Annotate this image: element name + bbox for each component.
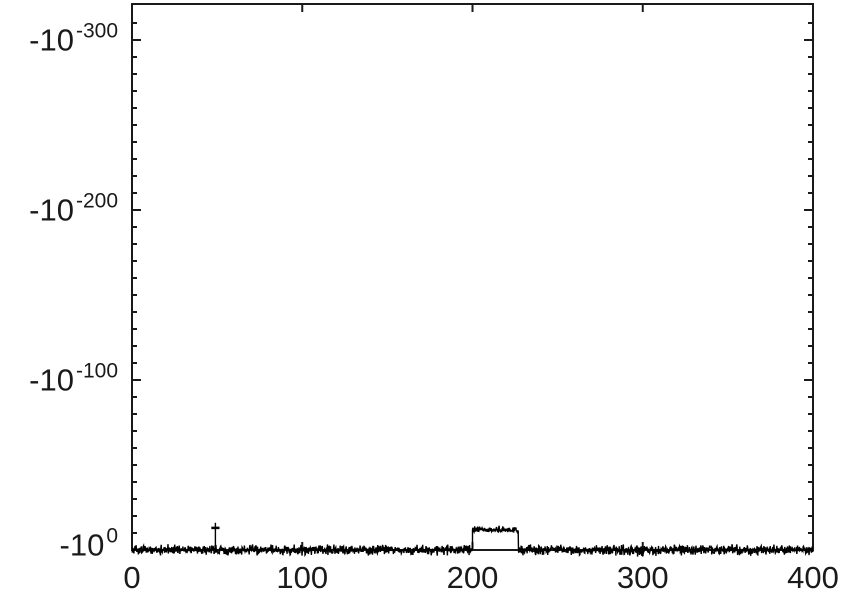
y-tick-mantissa: -10 bbox=[29, 22, 74, 58]
y-tick-mantissa: -10 bbox=[29, 362, 74, 398]
data-line bbox=[131, 522, 814, 558]
x-tick-label: 200 bbox=[446, 560, 499, 595]
y-tick-label: -10-100 bbox=[29, 361, 118, 398]
plot-frame bbox=[131, 3, 814, 551]
y-tick-exponent: 0 bbox=[106, 524, 118, 548]
axis-ticks bbox=[132, 4, 813, 550]
y-tick-label: -10-200 bbox=[29, 191, 118, 228]
x-tick-label: 400 bbox=[787, 560, 839, 595]
y-tick-label: -10-300 bbox=[29, 21, 118, 58]
y-tick-exponent: -300 bbox=[75, 19, 118, 43]
y-tick-label: -100 bbox=[59, 526, 119, 563]
y-tick-mantissa: -10 bbox=[59, 527, 105, 563]
y-tick-exponent: -200 bbox=[75, 189, 118, 213]
x-tick-label: 300 bbox=[616, 560, 669, 595]
y-tick-mantissa: -10 bbox=[29, 192, 74, 228]
y-tick-exponent: -100 bbox=[75, 359, 118, 383]
x-tick-label: 0 bbox=[123, 560, 141, 595]
x-tick-label: 100 bbox=[276, 560, 329, 595]
